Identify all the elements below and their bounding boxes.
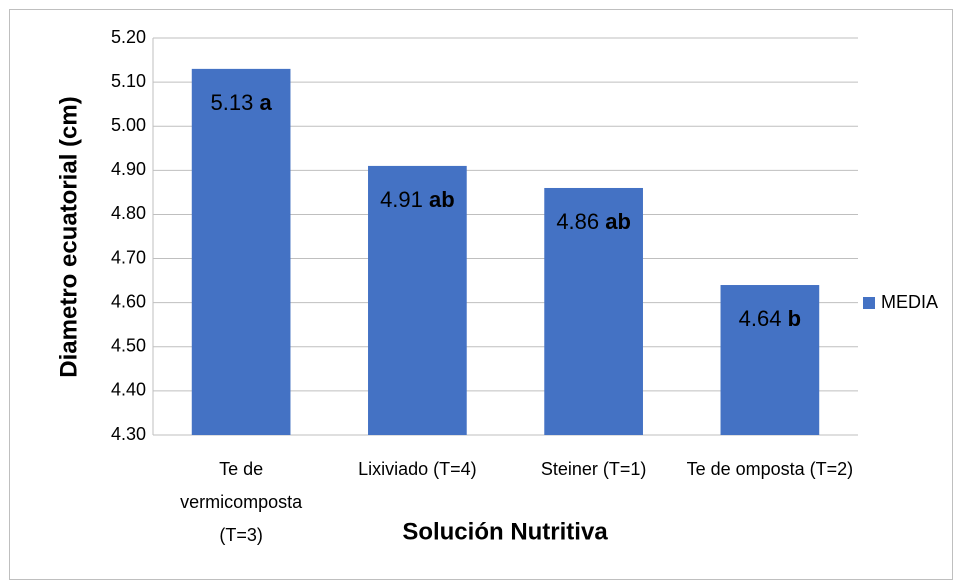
y-tick-label: 4.40 bbox=[111, 380, 146, 400]
bar bbox=[368, 165, 467, 435]
y-axis-title: Diametro ecuatorial (cm) bbox=[55, 96, 82, 377]
y-tick-label: 4.60 bbox=[111, 291, 146, 311]
x-axis-title: Solución Nutritiva bbox=[402, 518, 608, 545]
y-tick-label: 4.50 bbox=[111, 336, 146, 356]
data-label: 4.91 ab bbox=[380, 187, 455, 212]
x-tick-label: Te de vermicomposta (T=3) bbox=[180, 459, 303, 545]
x-tick-label: Steiner (T=1) bbox=[541, 459, 647, 479]
y-tick-label: 4.80 bbox=[111, 203, 146, 223]
x-tick-label: Lixiviado (T=4) bbox=[358, 459, 477, 479]
data-label: 4.86 ab bbox=[556, 209, 631, 234]
legend-swatch bbox=[863, 297, 875, 309]
bar bbox=[544, 187, 643, 435]
x-tick-label: Te de omposta (T=2) bbox=[687, 459, 854, 479]
y-tick-label: 5.10 bbox=[111, 71, 146, 91]
bar bbox=[720, 285, 820, 435]
y-tick-label: 4.90 bbox=[111, 159, 146, 179]
data-label: 5.13 a bbox=[211, 90, 273, 115]
y-tick-label: 4.30 bbox=[111, 424, 146, 444]
legend-label: MEDIA bbox=[881, 292, 938, 312]
y-tick-label: 5.20 bbox=[111, 27, 146, 47]
data-label: 4.64 b bbox=[739, 306, 801, 331]
y-tick-label: 4.70 bbox=[111, 247, 146, 267]
bar bbox=[191, 68, 291, 435]
y-tick-label: 5.00 bbox=[111, 115, 146, 135]
